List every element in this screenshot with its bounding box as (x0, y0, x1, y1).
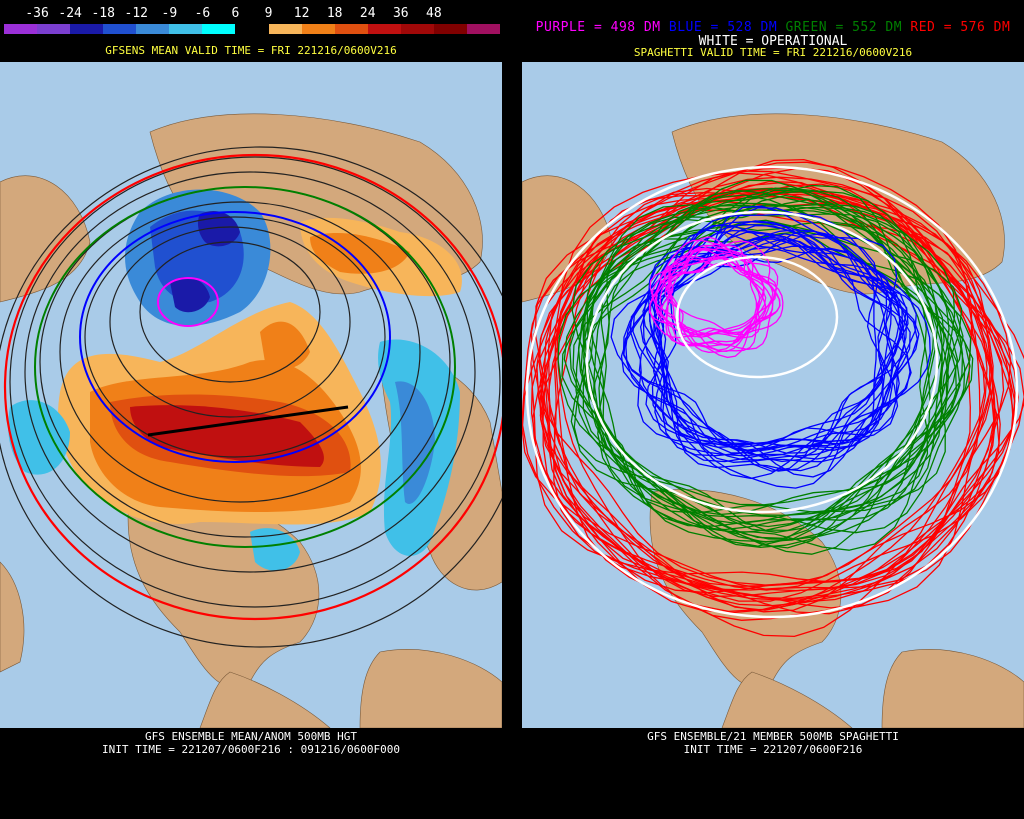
spaghetti-map (522, 62, 1024, 728)
member-contour (539, 180, 997, 583)
member-contour (539, 195, 973, 586)
member-contour (663, 256, 774, 347)
scale-swatch (268, 24, 303, 34)
legend-blue: BLUE = 528 DM (668, 20, 778, 35)
scale-swatch (301, 24, 336, 34)
scale-tick-label: -6 (194, 6, 211, 21)
legend-purple: PURPLE = 498 DM (535, 20, 661, 35)
scale-tick-label: 18 (326, 6, 343, 21)
mean-map-svg (0, 62, 502, 728)
scale-tick-label: 36 (392, 6, 409, 21)
mean-panel-header: GFSENS MEAN VALID TIME = FRI 221216/0600… (105, 44, 397, 57)
red-576-member-contours (522, 158, 1024, 638)
member-contour (555, 200, 986, 611)
scale-tick-label: -12 (124, 6, 148, 21)
anomaly-color-scale: -36 -24 -18 -12 -9 -6 6 9 12 18 24 36 48 (0, 0, 502, 40)
scale-swatch (334, 24, 369, 34)
member-contour (592, 189, 950, 551)
negative-anomalies (8, 189, 460, 571)
member-contour (530, 191, 1014, 591)
member-contour (647, 233, 904, 454)
member-contour (598, 203, 957, 514)
legend-white: WHITE = OPERATIONAL (698, 34, 848, 49)
scale-swatch (466, 24, 501, 34)
scale-swatch (103, 24, 137, 34)
member-contour (660, 247, 777, 335)
scale-swatch (70, 24, 104, 34)
blue-528-contour (79, 211, 391, 463)
legend-green: GREEN = 552 DM (785, 20, 903, 35)
scale-tick-label: 24 (359, 6, 376, 21)
member-contour (536, 170, 988, 621)
scale-swatch (400, 24, 435, 34)
member-contour (622, 224, 898, 452)
scale-tick-label: -18 (91, 6, 115, 21)
member-contour (638, 230, 900, 478)
scale-tick-label: 9 (264, 6, 273, 21)
member-contour (664, 240, 781, 334)
scale-tick-label: 6 (231, 6, 240, 21)
purple-498-contour (157, 277, 219, 327)
member-contour (670, 257, 778, 345)
member-contour (652, 245, 911, 489)
member-contour (649, 244, 765, 339)
scale-swatch (202, 24, 236, 34)
member-contour (648, 239, 767, 338)
member-contour (580, 209, 929, 528)
spaghetti-map-svg (522, 62, 1024, 728)
mean-anomaly-map (0, 62, 502, 728)
member-contour (539, 161, 1000, 603)
operational-contours (525, 165, 1019, 619)
member-contour (592, 204, 961, 534)
member-contour (575, 187, 966, 534)
scale-tick-label: 12 (293, 6, 310, 21)
member-contour (659, 252, 779, 351)
spaghetti-panel-header: SPAGHETTI VALID TIME = FRI 221216/0600V2… (633, 46, 913, 59)
scale-tick-label: -36 (25, 6, 49, 21)
green-552-contour (34, 186, 456, 548)
scale-swatch (169, 24, 203, 34)
mean-panel-title: GFS ENSEMBLE MEAN/ANOM 500MB HGT (145, 730, 357, 743)
member-contour (557, 189, 943, 525)
mean-panel-init-time: INIT TIME = 221207/0600F216 : 091216/060… (101, 743, 400, 756)
member-contour (629, 223, 901, 446)
scale-swatch (367, 24, 402, 34)
member-contour (572, 213, 950, 533)
ensemble-mean-panel: -36 -24 -18 -12 -9 -6 6 9 12 18 24 36 48 GFSENS MEAN… (0, 0, 502, 819)
blue-528-member-contours (610, 205, 931, 489)
scale-tick-label: -9 (161, 6, 178, 21)
member-contour (632, 224, 917, 480)
scale-swatch (235, 24, 270, 34)
contour-legend: PURPLE = 498 DM BLUE = 528 DM GREEN = 55… (522, 20, 1024, 35)
legend-red: RED = 576 DM (910, 20, 1011, 35)
member-contour (666, 257, 774, 351)
spaghetti-panel-init-time: INIT TIME = 221207/0600F216 (683, 743, 863, 756)
purple-498-member-contours (648, 236, 784, 359)
scale-swatch (37, 24, 71, 34)
scale-tick-label: 48 (426, 6, 442, 21)
red-576-contour (3, 153, 502, 621)
spaghetti-panel: PURPLE = 498 DM BLUE = 528 DM GREEN = 55… (522, 0, 1024, 819)
ridge-axis-line (147, 405, 349, 437)
spaghetti-panel-title: GFS ENSEMBLE/21 MEMBER 500MB SPAGHETTI (647, 730, 899, 743)
member-contour (652, 220, 911, 457)
scale-tick-label: -24 (58, 6, 82, 21)
scale-swatch (433, 24, 468, 34)
member-contour (625, 231, 877, 454)
panel-divider (502, 0, 522, 819)
scale-swatch (4, 24, 38, 34)
scale-swatch (136, 24, 170, 34)
member-contour (577, 194, 939, 555)
member-contour (642, 236, 901, 472)
